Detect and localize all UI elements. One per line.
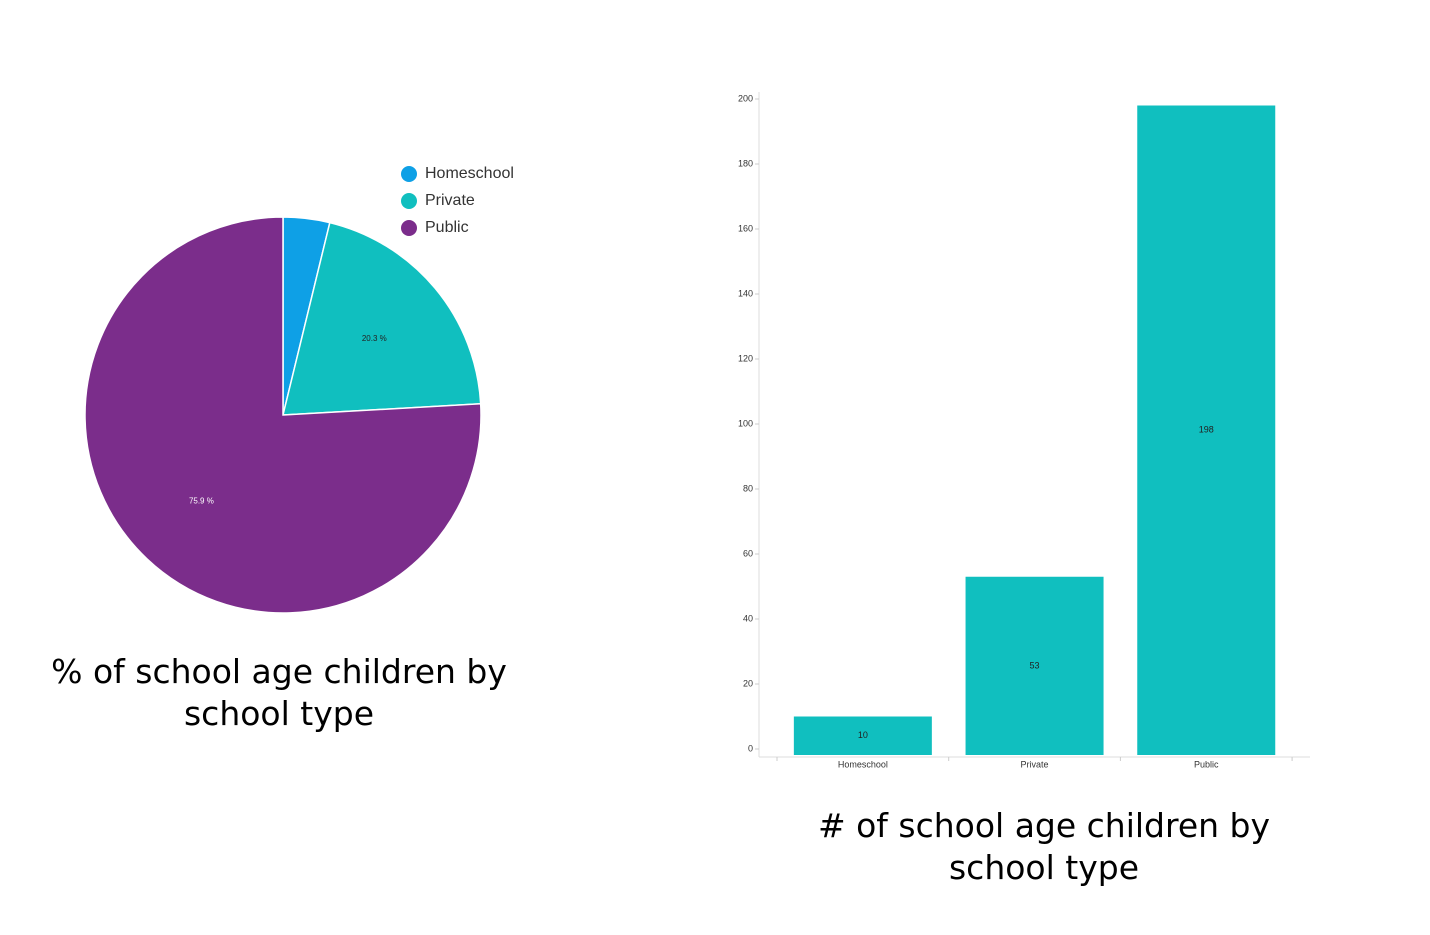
y-tick-label: 80 <box>743 483 753 493</box>
legend-swatch <box>401 220 417 236</box>
pie-title: % of school age children by school type <box>51 652 507 733</box>
x-tick-label: Homeschool <box>838 759 888 769</box>
y-tick-label: 200 <box>738 93 753 103</box>
y-tick-label: 120 <box>738 353 753 363</box>
y-tick-label: 40 <box>743 613 753 623</box>
bar-title: # of school age children by school type <box>817 806 1271 887</box>
y-tick-label: 60 <box>743 548 753 558</box>
legend-label: Homeschool <box>425 165 514 182</box>
slice-label: 75.9 % <box>189 496 214 505</box>
legend-label: Public <box>425 219 469 236</box>
y-tick-label: 0 <box>748 743 753 753</box>
bar <box>1137 105 1276 755</box>
x-tick-label: Public <box>1194 759 1219 769</box>
legend-label: Private <box>425 192 475 209</box>
bar-label: 10 <box>858 730 868 740</box>
bar <box>793 716 932 755</box>
pie-slice <box>282 221 482 416</box>
y-tick-label: 140 <box>738 288 753 298</box>
y-tick-label: 20 <box>743 678 753 688</box>
pie-slice <box>84 216 482 614</box>
x-tick-label: Private <box>1021 759 1049 769</box>
legend-swatch <box>401 166 417 182</box>
y-tick-label: 160 <box>738 223 753 233</box>
bar-label: 198 <box>1199 425 1214 435</box>
bar <box>965 576 1104 755</box>
legend-swatch <box>401 193 417 209</box>
slice-label: 20.3 % <box>362 334 387 343</box>
bar-label: 53 <box>1030 660 1040 670</box>
y-tick-label: 100 <box>738 418 753 428</box>
y-tick-label: 180 <box>738 158 753 168</box>
